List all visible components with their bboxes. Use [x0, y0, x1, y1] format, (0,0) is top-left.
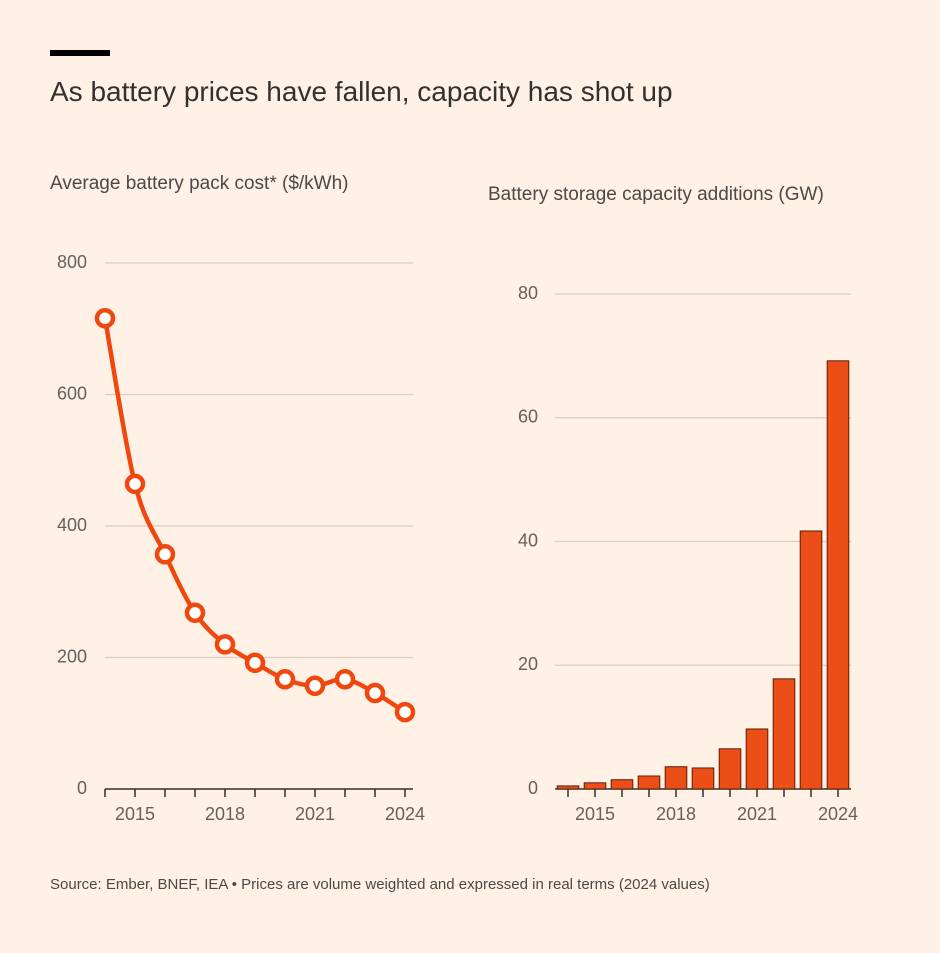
- y-tick-label: 800: [57, 252, 87, 272]
- point: [154, 544, 176, 565]
- x-tick-label: 2015: [575, 804, 615, 824]
- x-tick-label: 2021: [295, 804, 335, 824]
- x-tick-label: 2024: [818, 804, 858, 824]
- y-tick-label: 20: [518, 654, 538, 674]
- x-tick-label: 2018: [205, 804, 245, 824]
- point: [394, 701, 416, 723]
- point: [184, 602, 206, 624]
- point: [334, 668, 356, 690]
- bar: [556, 785, 580, 790]
- point: [214, 634, 236, 655]
- left-subtitle: Average battery pack cost* ($/kWh): [50, 173, 349, 194]
- bar: [745, 728, 769, 790]
- y-tick-label: 0: [77, 778, 87, 798]
- title: As battery prices have fallen, capacity …: [50, 76, 673, 107]
- right-subtitle: Battery storage capacity additions (GW): [488, 184, 824, 205]
- title-bar: [50, 50, 110, 56]
- bar: [826, 360, 850, 790]
- bar: [664, 766, 688, 790]
- y-tick-label: 40: [518, 530, 538, 550]
- bar: [583, 782, 607, 790]
- y-tick-label: 60: [518, 407, 538, 427]
- x-tick-label: 2024: [385, 804, 425, 824]
- point: [244, 652, 266, 674]
- bar: [772, 678, 796, 790]
- bar: [610, 779, 634, 790]
- bar: [718, 748, 742, 790]
- point: [274, 668, 296, 690]
- y-tick-label: 400: [57, 515, 87, 535]
- bar: [799, 530, 823, 790]
- y-tick-label: 200: [57, 646, 87, 666]
- x-tick-label: 2018: [656, 804, 696, 824]
- x-tick-label: 2021: [737, 804, 777, 824]
- point: [124, 473, 146, 495]
- bar: [637, 775, 661, 790]
- y-tick-label: 600: [57, 383, 87, 403]
- x-tick-label: 2015: [115, 804, 155, 824]
- point: [94, 307, 116, 329]
- point: [364, 682, 386, 704]
- source: Source: Ember, BNEF, IEA • Prices are vo…: [50, 876, 710, 893]
- bar: [691, 767, 715, 790]
- y-tick-label: 80: [518, 283, 538, 303]
- point: [304, 675, 326, 697]
- y-tick-label: 0: [528, 778, 538, 798]
